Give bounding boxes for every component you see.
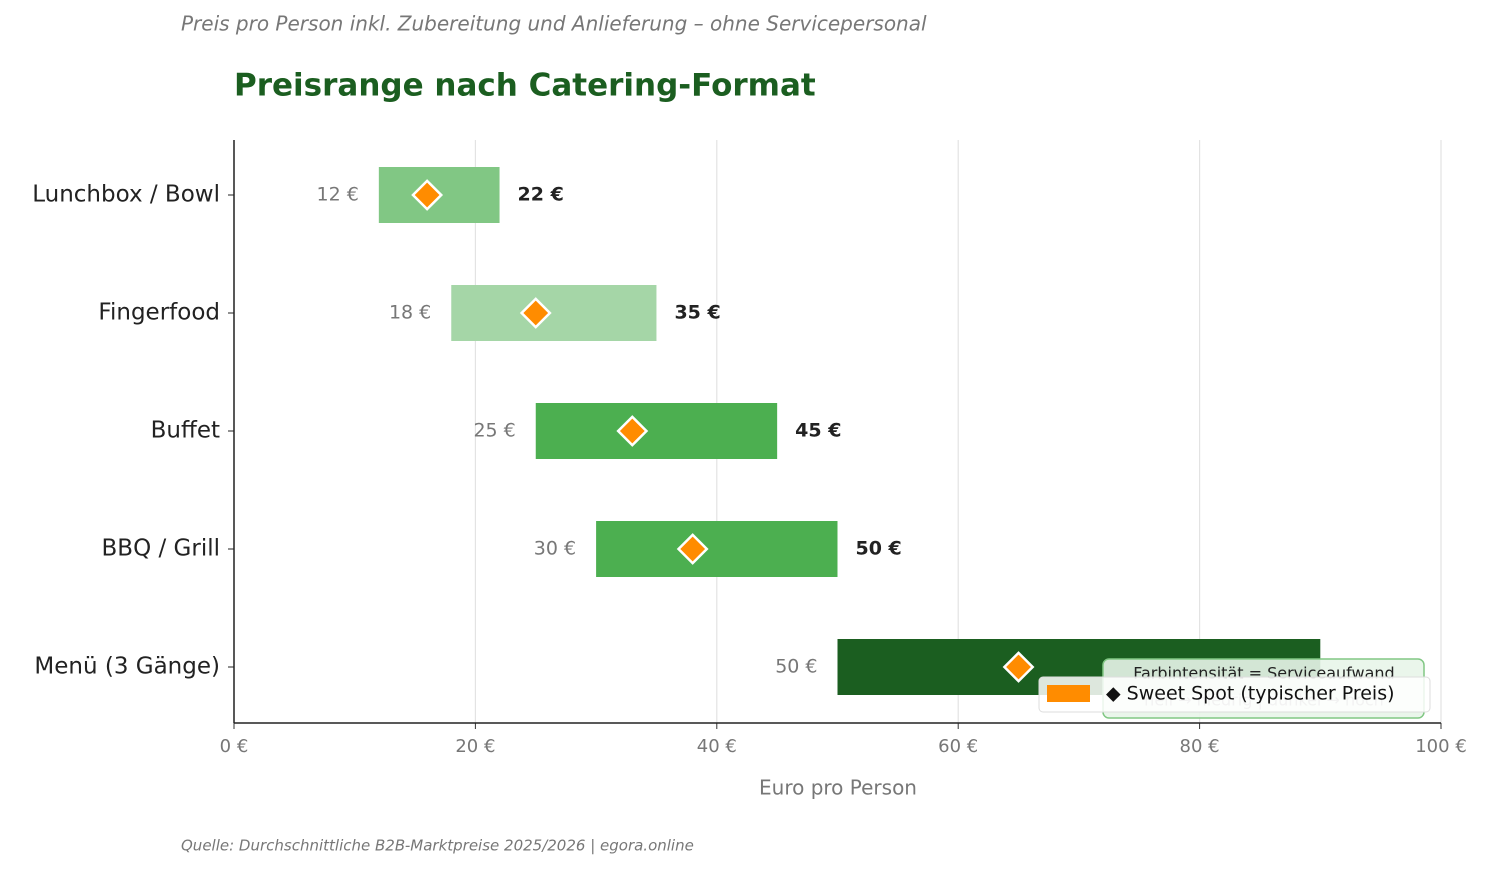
low-label: 18 €: [389, 302, 431, 324]
sweet-spot-marker: [1002, 651, 1035, 683]
y-tick-label: BBQ / Grill: [102, 536, 220, 562]
high-label: 22 €: [518, 184, 564, 206]
x-tick-label: 60 €: [938, 736, 978, 757]
x-tick-label: 80 €: [1180, 736, 1220, 757]
chart-title: Preisrange nach Catering-Format: [234, 68, 816, 104]
y-tick-label: Menü (3 Gänge): [34, 654, 220, 680]
low-label: 50 €: [775, 656, 817, 678]
chart-subtitle: Preis pro Person inkl. Zubereitung und A…: [181, 12, 927, 36]
legend-swatch: [1047, 685, 1090, 702]
range-bar: [451, 285, 657, 341]
high-label: 35 €: [674, 302, 720, 324]
high-label: 45 €: [795, 420, 841, 442]
x-tick-label: 20 €: [455, 736, 495, 757]
range-bar: [535, 403, 778, 459]
sweet-spot-marker: [519, 297, 552, 329]
range-bar: [596, 521, 838, 577]
source-note: Quelle: Durchschnittliche B2B-Marktpreis…: [181, 837, 694, 855]
y-tick-label: Buffet: [151, 418, 220, 444]
x-tick-label: 100 €: [1415, 736, 1467, 757]
x-tick-label: 0 €: [220, 736, 249, 757]
x-axis-label: Euro pro Person: [759, 776, 917, 800]
y-tick-label: Fingerfood: [98, 300, 220, 326]
x-tick-label: 40 €: [697, 736, 737, 757]
legend-label: ◆ Sweet Spot (typischer Preis): [1106, 683, 1395, 705]
y-tick-label: Lunchbox / Bowl: [32, 182, 220, 208]
low-label: 30 €: [534, 538, 576, 560]
high-label: 50 €: [856, 538, 902, 560]
sweet-spot-marker: [676, 533, 709, 565]
low-label: 12 €: [317, 184, 359, 206]
sweet-spot-marker: [411, 179, 444, 211]
low-label: 25 €: [473, 420, 515, 442]
sweet-spot-marker: [616, 415, 649, 447]
legend-box: [1038, 676, 1431, 713]
